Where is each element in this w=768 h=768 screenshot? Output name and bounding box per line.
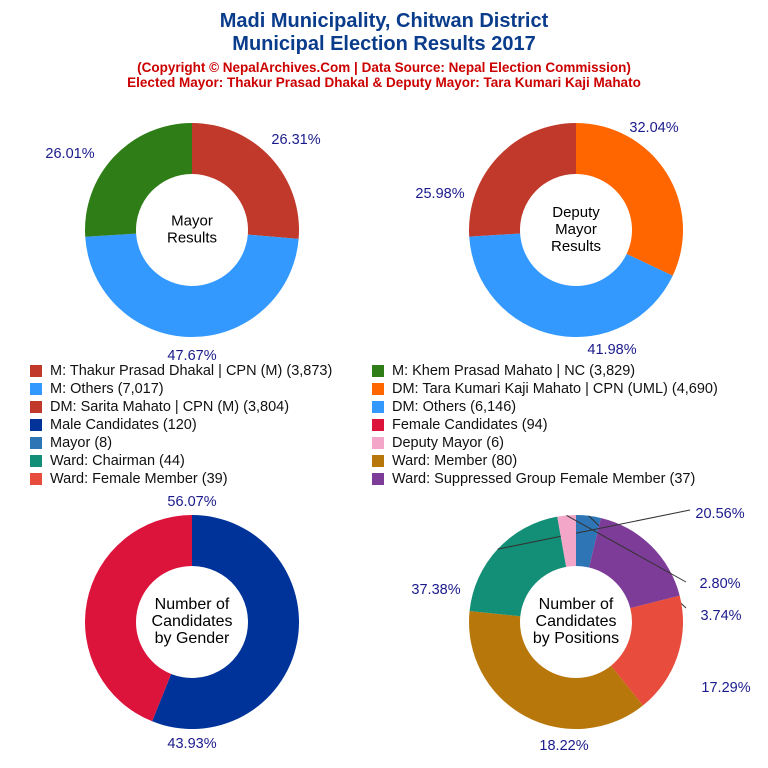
legend-item: Male Candidates (120): [30, 416, 197, 433]
slice-pct-label: 26.31%: [271, 132, 320, 148]
leader-line: [497, 509, 691, 550]
legend-label: M: Thakur Prasad Dhakal | CPN (M) (3,873…: [50, 362, 333, 379]
legend-item: Ward: Female Member (39): [30, 470, 228, 487]
donut-slice: [589, 517, 680, 609]
slice-pct-label: 17.29%: [701, 680, 750, 696]
legend-label: Ward: Suppressed Group Female Member (37…: [392, 470, 696, 487]
legend-label: M: Others (7,017): [50, 380, 164, 397]
legend-label: Ward: Member (80): [392, 452, 518, 469]
page-title: Madi Municipality, Chitwan District: [219, 10, 549, 32]
donut-center-label: Number of: [155, 596, 230, 613]
slice-pct-label: 2.80%: [699, 576, 740, 592]
donut-slice: [611, 595, 683, 706]
donut-center-label: Results: [551, 238, 601, 255]
legend-swatch: [372, 418, 384, 431]
legend-swatch: [30, 472, 42, 485]
donut-center-label: Number of: [539, 596, 614, 613]
donut-slice: [192, 123, 299, 239]
legend-swatch: [372, 454, 384, 467]
slice-pct-label: 41.98%: [587, 342, 636, 358]
slice-pct-label: 25.98%: [415, 186, 464, 202]
donut-slice: [152, 515, 300, 729]
donut-center-label: Deputy: [552, 204, 600, 221]
legend-label: M: Khem Prasad Mahato | NC (3,829): [392, 362, 636, 379]
donut-center-label: Mayor: [171, 212, 213, 229]
slice-pct-label: 47.67%: [167, 348, 216, 364]
legend-label: Female Candidates (94): [392, 416, 548, 433]
legend: M: Thakur Prasad Dhakal | CPN (M) (3,873…: [0, 362, 768, 492]
legend-label: DM: Others (6,146): [392, 398, 517, 415]
slice-pct-label: 26.01%: [45, 146, 94, 162]
donut-center-label: Results: [167, 229, 217, 246]
legend-swatch: [372, 364, 384, 377]
elected-note: Elected Mayor: Thakur Prasad Dhakal & De…: [127, 75, 641, 90]
legend-swatch: [30, 400, 42, 413]
donut-center-label: by Gender: [155, 630, 230, 647]
donut-slice: [469, 123, 576, 237]
legend-item: Deputy Mayor (6): [372, 434, 504, 451]
legend-label: DM: Tara Kumari Kaji Mahato | CPN (UML) …: [392, 380, 718, 397]
legend-label: Ward: Female Member (39): [50, 470, 228, 487]
legend-item: Ward: Member (80): [372, 452, 517, 469]
page-subtitle: Municipal Election Results 2017: [232, 33, 536, 55]
donut-slice: [469, 233, 673, 338]
leader-line: [566, 514, 687, 583]
slice-pct-label: 18.22%: [539, 738, 588, 754]
legend-swatch: [372, 382, 384, 395]
legend-item: DM: Sarita Mahato | CPN (M) (3,804): [30, 398, 289, 415]
donut-slice: [85, 515, 192, 722]
legend-swatch: [30, 436, 42, 449]
legend-swatch: [30, 382, 42, 395]
legend-item: Ward: Chairman (44): [30, 452, 185, 469]
legend-item: DM: Tara Kumari Kaji Mahato | CPN (UML) …: [372, 380, 718, 397]
legend-item: M: Others (7,017): [30, 380, 164, 397]
legend-swatch: [30, 364, 42, 377]
legend-item: DM: Others (6,146): [372, 398, 516, 415]
legend-swatch: [30, 418, 42, 431]
donut-center-label: Candidates: [536, 613, 617, 630]
donut-center-label: Mayor: [555, 221, 597, 238]
legend-label: Male Candidates (120): [50, 416, 197, 433]
legend-swatch: [30, 454, 42, 467]
slice-pct-label: 20.56%: [695, 506, 744, 522]
slice-pct-label: 43.93%: [167, 736, 216, 752]
legend-swatch: [372, 472, 384, 485]
legend-item: Mayor (8): [30, 434, 112, 451]
slice-pct-label: 56.07%: [167, 494, 216, 510]
donut-slice: [576, 123, 683, 276]
slice-pct-label: 3.74%: [700, 608, 741, 624]
legend-label: Deputy Mayor (6): [392, 434, 505, 451]
slice-pct-label: 32.04%: [629, 120, 678, 136]
donut-slice: [557, 515, 576, 567]
donut-slice: [469, 516, 567, 617]
legend-swatch: [372, 436, 384, 449]
donut-center-label: by Positions: [533, 630, 619, 647]
legend-item: M: Thakur Prasad Dhakal | CPN (M) (3,873…: [30, 362, 332, 379]
donut-slice: [85, 233, 299, 338]
slice-pct-label: 37.38%: [411, 582, 460, 598]
donut-slice: [85, 123, 192, 237]
legend-item: Ward: Suppressed Group Female Member (37…: [372, 470, 695, 487]
legend-item: Female Candidates (94): [372, 416, 548, 433]
legend-item: M: Khem Prasad Mahato | NC (3,829): [372, 362, 635, 379]
legend-label: Mayor (8): [50, 434, 113, 451]
legend-label: Ward: Chairman (44): [50, 452, 185, 469]
donut-slice: [576, 515, 601, 568]
legend-swatch: [372, 400, 384, 413]
donut-slice: [469, 611, 643, 729]
copyright-note: (Copyright © NepalArchives.Com | Data So…: [137, 60, 631, 75]
donut-center-label: Candidates: [152, 613, 233, 630]
legend-label: DM: Sarita Mahato | CPN (M) (3,804): [50, 398, 290, 415]
